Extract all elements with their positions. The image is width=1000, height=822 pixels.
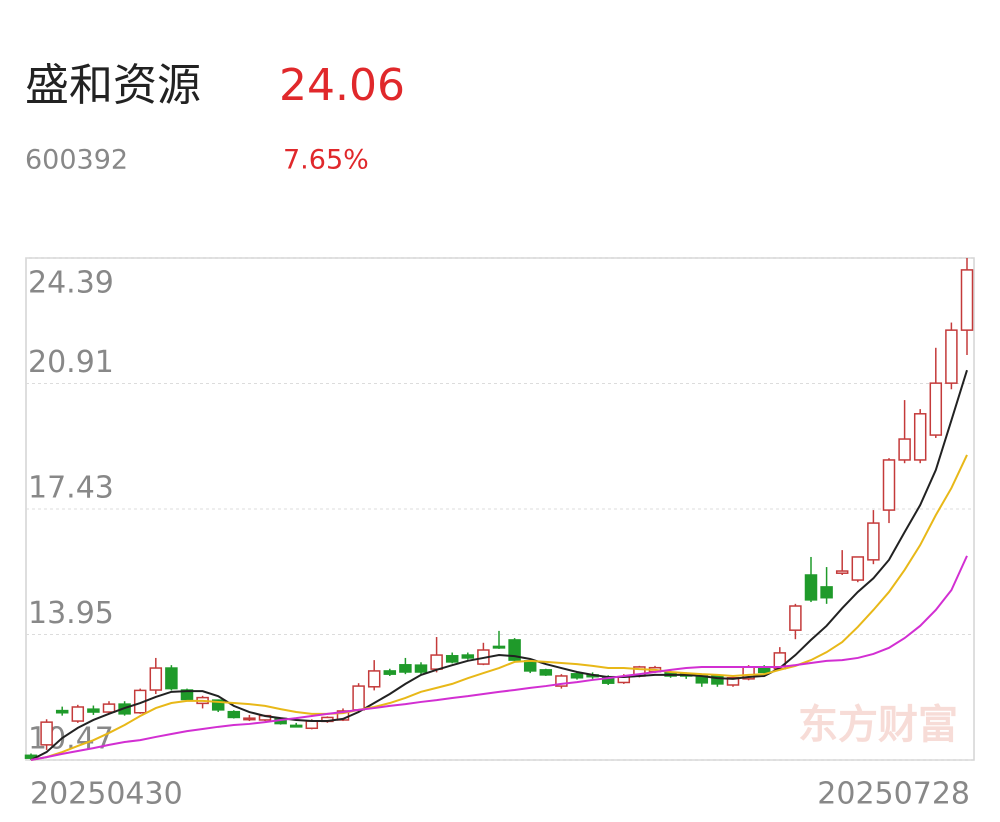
- candle-body: [555, 675, 568, 687]
- candle-body: [180, 689, 194, 701]
- candle-body: [851, 556, 865, 581]
- candle-body: [305, 720, 319, 730]
- candle-body: [445, 655, 459, 663]
- candle-body: [102, 703, 116, 713]
- candle-body: [960, 269, 974, 331]
- candle-body: [867, 522, 880, 561]
- candle-body: [211, 699, 225, 711]
- y-tick-label: 17.43: [28, 471, 114, 506]
- candle-body: [40, 721, 53, 746]
- candle-body: [898, 438, 911, 461]
- y-tick-label: 20.91: [28, 345, 114, 380]
- y-tick-label: 24.39: [28, 266, 114, 301]
- candle-body: [492, 645, 506, 649]
- y-tick-label: 13.95: [28, 596, 114, 631]
- candle-body: [399, 664, 412, 673]
- stock-change: 7.65%: [283, 145, 369, 176]
- candle-body: [882, 459, 896, 511]
- moving-average-line: [30, 369, 968, 761]
- moving-average-line: [30, 454, 968, 761]
- candle-body: [804, 574, 818, 601]
- candle-body: [789, 605, 802, 631]
- candle-body: [945, 329, 958, 384]
- candle-body: [149, 667, 163, 691]
- candle-body: [55, 709, 69, 714]
- candle-body: [523, 660, 537, 672]
- x-tick-label: 20250430: [30, 777, 183, 812]
- candle-body: [508, 639, 521, 661]
- candle-body: [87, 708, 100, 713]
- candle-body: [243, 717, 256, 721]
- stock-price: 24.06: [279, 60, 405, 111]
- candle-body: [352, 685, 365, 711]
- candle-body: [461, 654, 475, 659]
- candle-body: [383, 670, 397, 675]
- watermark: 东方财富: [798, 702, 958, 748]
- candle-body: [711, 675, 724, 685]
- x-tick-label: 20250728: [817, 777, 970, 812]
- candle-body: [71, 706, 85, 722]
- candle-body: [227, 710, 241, 719]
- candle-body: [913, 413, 927, 461]
- stock-name: 盛和资源: [25, 60, 201, 111]
- candle-body: [289, 724, 303, 728]
- candle-body: [367, 670, 381, 688]
- candle-body: [570, 673, 584, 679]
- candle-body: [165, 667, 178, 690]
- candle-body: [929, 382, 943, 436]
- candle-body: [726, 677, 740, 686]
- candle-body: [820, 586, 833, 599]
- candle-body: [539, 669, 553, 676]
- stock-code: 600392: [25, 145, 128, 176]
- moving-average-line: [30, 555, 968, 761]
- candle-body: [835, 570, 849, 574]
- candle-body: [414, 664, 428, 673]
- candle-body: [430, 654, 443, 670]
